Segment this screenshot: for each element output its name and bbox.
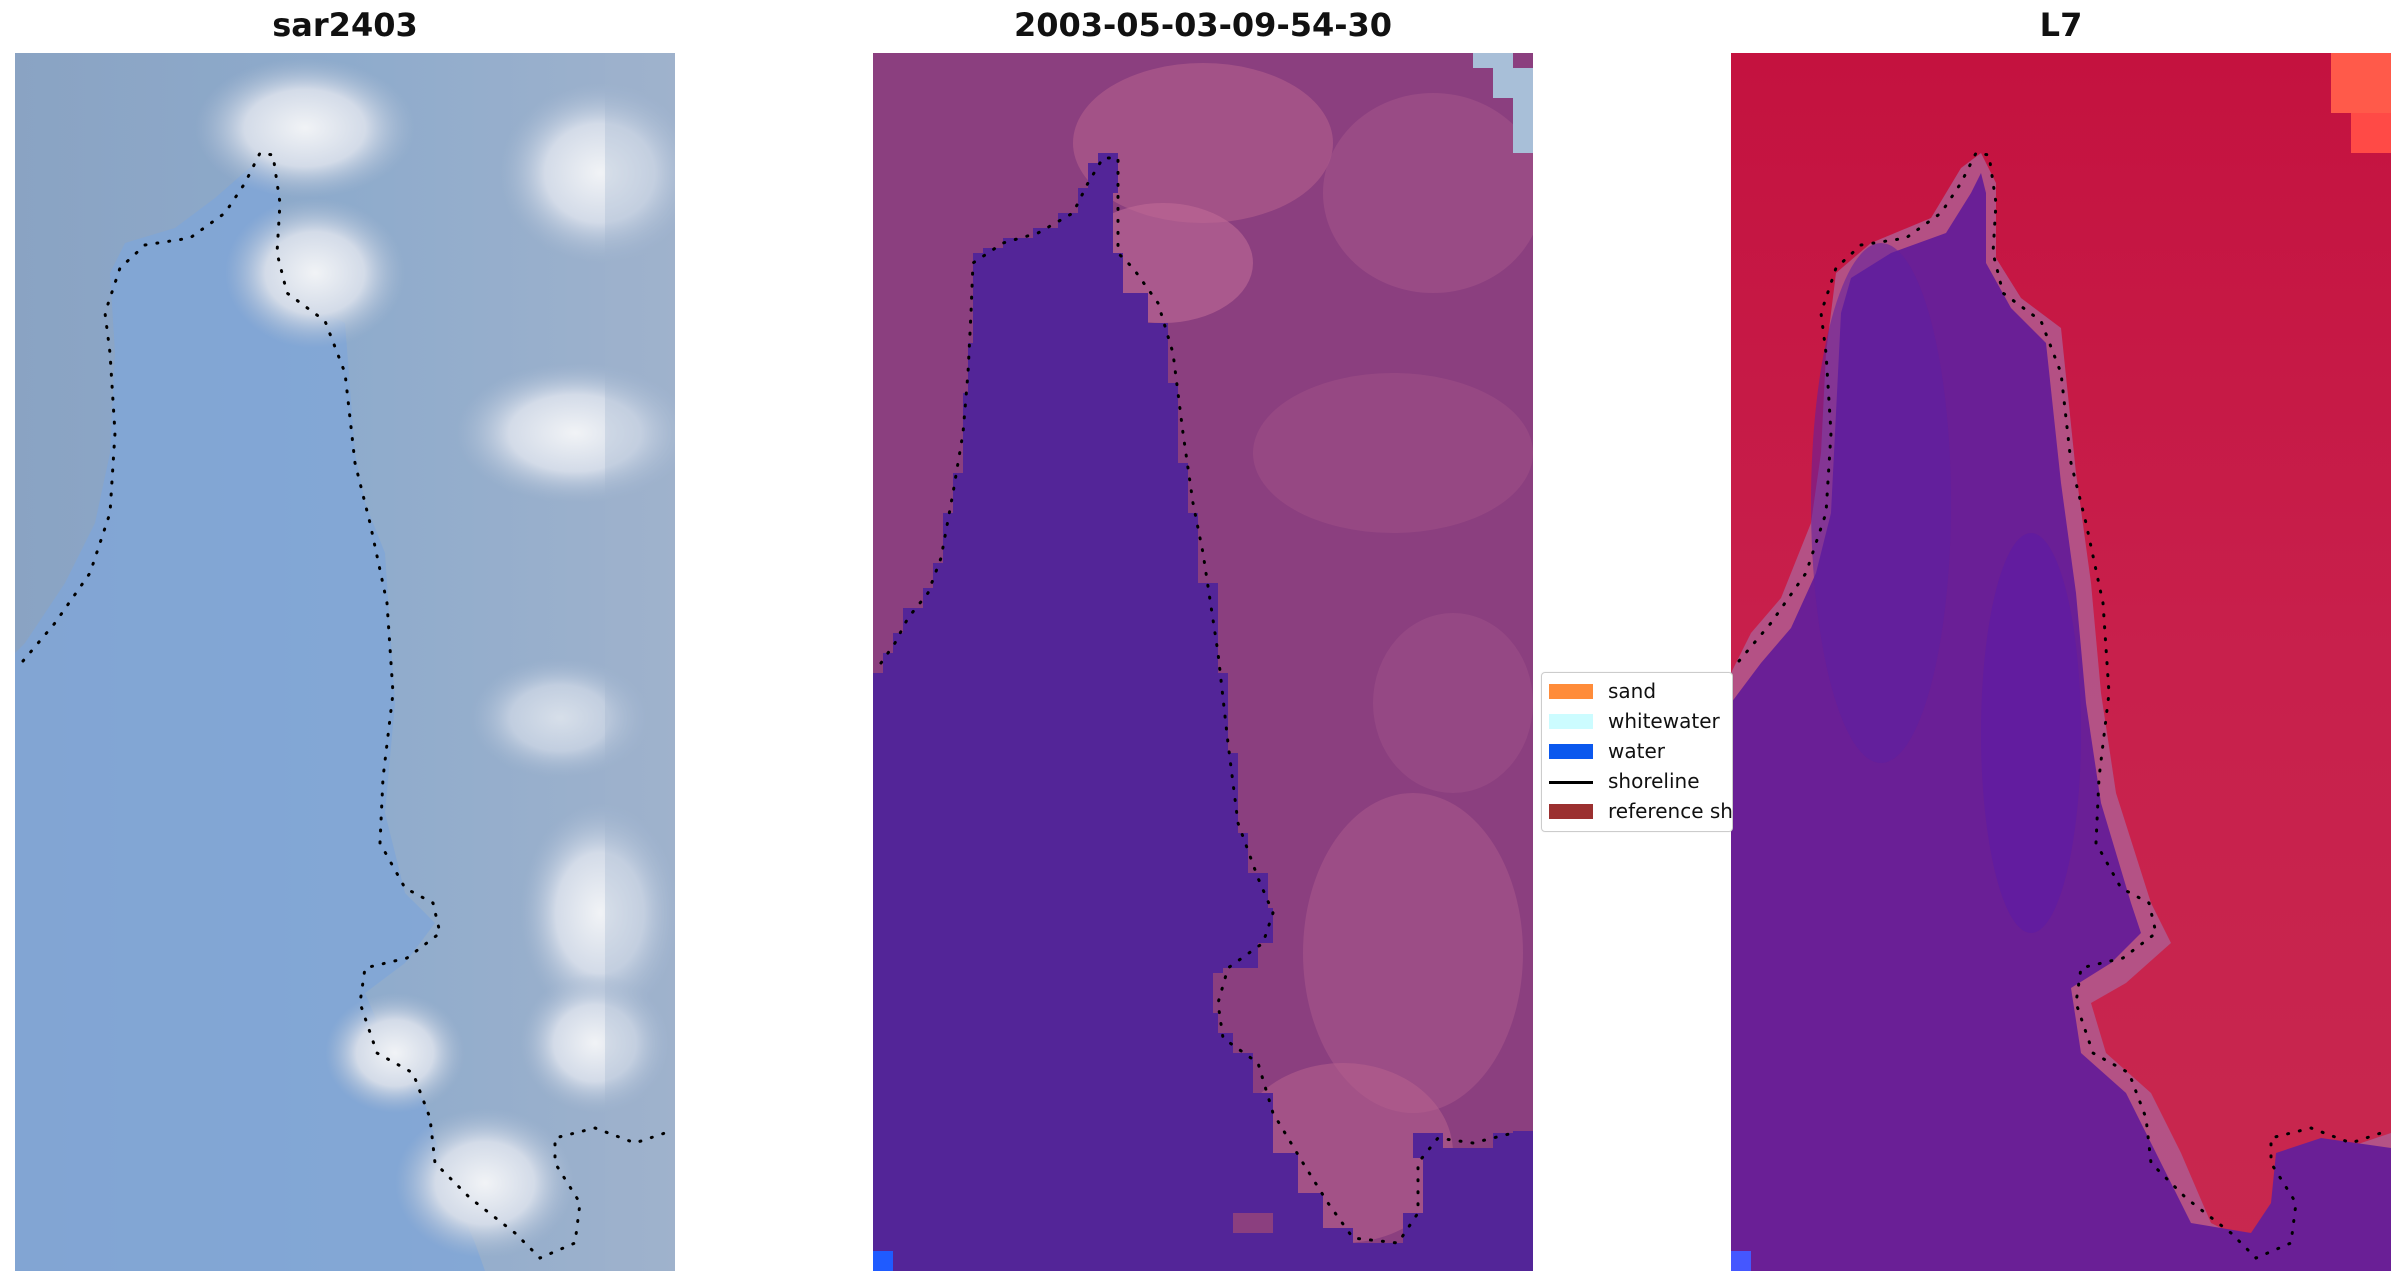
panel-title-rgb: sar2403 <box>272 6 418 44</box>
legend-item-reference: reference shoreline buffer <box>1542 797 1732 825</box>
legend-label-sand: sand <box>1608 679 1657 703</box>
legend-label-water: water <box>1608 739 1665 763</box>
shoreline-line-icon <box>1549 781 1593 784</box>
legend-label-reference: reference shoreline buffer <box>1608 799 1733 823</box>
panel-title-classified: 2003-05-03-09-54-30 <box>1013 6 1393 44</box>
legend-label-shoreline: shoreline <box>1608 769 1700 793</box>
index-image-panel <box>1731 53 2391 1271</box>
legend-item-shoreline: shoreline <box>1542 767 1732 795</box>
whitewater-swatch-icon <box>1549 714 1593 729</box>
legend-item-water: water <box>1542 737 1732 765</box>
reference-swatch-icon <box>1549 804 1593 819</box>
panel-title-index: L7 <box>2039 6 2083 44</box>
classified-image-panel <box>873 53 1533 1271</box>
rgb-image-panel <box>15 53 675 1271</box>
legend-label-whitewater: whitewater <box>1608 709 1720 733</box>
legend-item-sand: sand <box>1542 677 1732 705</box>
water-swatch-icon <box>1549 744 1593 759</box>
legend-item-whitewater: whitewater <box>1542 707 1732 735</box>
sand-swatch-icon <box>1549 684 1593 699</box>
legend: sand whitewater water shoreline referenc… <box>1541 672 1733 832</box>
